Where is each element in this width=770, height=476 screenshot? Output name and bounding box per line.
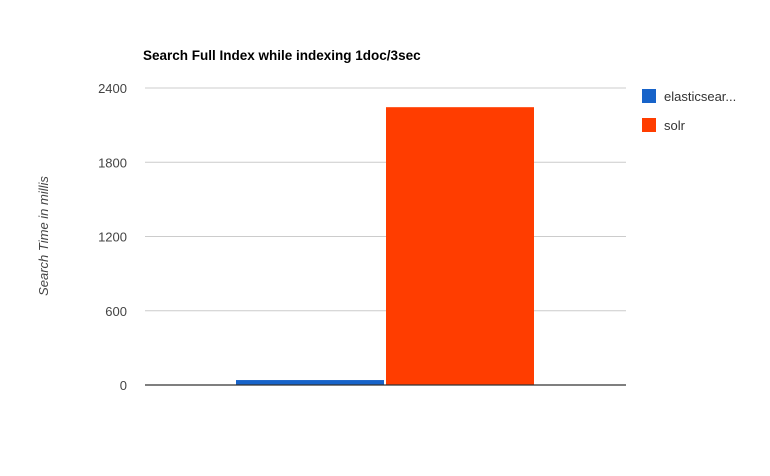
bar-elasticsearch <box>236 380 384 385</box>
gridlines <box>145 87 626 312</box>
y-tick-label: 1200 <box>98 230 127 245</box>
y-tick-label: 1800 <box>98 155 127 170</box>
chart-title: Search Full Index while indexing 1doc/3s… <box>143 48 421 63</box>
y-axis-label: Search Time in millis <box>36 176 51 296</box>
legend-label: elasticsear... <box>664 89 736 104</box>
y-tick-label: 0 <box>120 378 127 393</box>
bar-solr <box>386 107 534 386</box>
y-tick-label: 600 <box>105 304 127 319</box>
y-tick-label: 2400 <box>98 81 127 96</box>
legend-label: solr <box>664 118 686 133</box>
legend-swatch <box>642 118 656 132</box>
bars <box>236 107 534 386</box>
legend: elasticsear... solr <box>642 89 736 133</box>
y-axis-ticks: 0 600 1200 1800 2400 <box>98 81 127 393</box>
legend-swatch <box>642 89 656 103</box>
